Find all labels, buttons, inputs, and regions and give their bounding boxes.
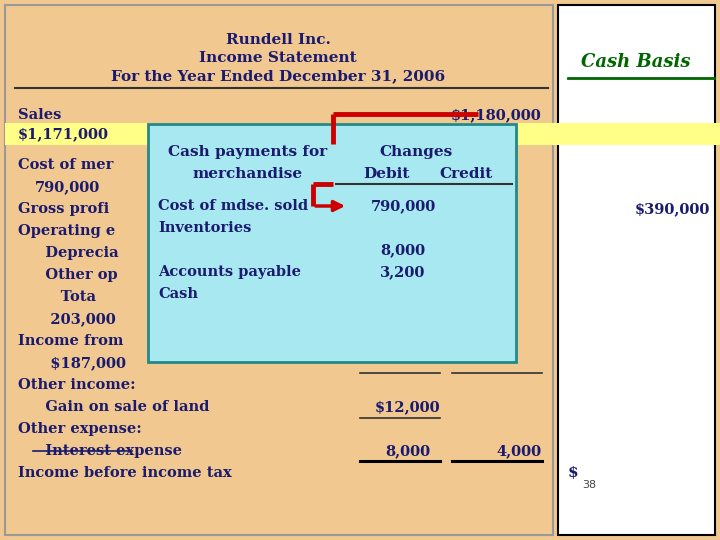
Text: Tota: Tota [30, 290, 96, 304]
Text: Changes: Changes [379, 145, 453, 159]
Text: Cost of mer: Cost of mer [18, 158, 113, 172]
Text: Cash: Cash [158, 287, 198, 301]
Text: Sales: Sales [18, 108, 61, 122]
Text: 203,000: 203,000 [35, 312, 116, 326]
Text: $1,171,000: $1,171,000 [18, 127, 109, 141]
Text: Income Statement: Income Statement [199, 51, 357, 65]
Text: Gross profi: Gross profi [18, 202, 109, 216]
Text: Deprecia: Deprecia [30, 246, 119, 260]
Text: Rundell Inc.: Rundell Inc. [225, 33, 330, 47]
Text: Debit: Debit [363, 167, 409, 181]
Text: 38: 38 [582, 480, 596, 490]
FancyBboxPatch shape [5, 5, 553, 535]
Text: $390,000: $390,000 [634, 202, 710, 216]
Text: 8,000: 8,000 [385, 444, 430, 458]
Text: $12,000: $12,000 [374, 400, 440, 414]
FancyBboxPatch shape [5, 123, 720, 145]
Text: For the Year Ended December 31, 2006: For the Year Ended December 31, 2006 [111, 69, 445, 83]
Text: Gain on sale of land: Gain on sale of land [30, 400, 210, 414]
Text: 8,000: 8,000 [380, 243, 426, 257]
Text: merchandise: merchandise [193, 167, 303, 181]
Text: Other income:: Other income: [18, 378, 135, 392]
Text: 790,000: 790,000 [35, 180, 100, 194]
Text: 4,000: 4,000 [497, 444, 542, 458]
Text: Income from: Income from [18, 334, 123, 348]
FancyBboxPatch shape [148, 124, 516, 362]
Text: Inventories: Inventories [158, 221, 251, 235]
Text: Cash payments for: Cash payments for [168, 145, 328, 159]
Text: Cash Basis: Cash Basis [581, 53, 690, 71]
Text: Income before income tax: Income before income tax [18, 466, 232, 480]
Text: Interest expense: Interest expense [30, 444, 182, 458]
Text: Operating e: Operating e [18, 224, 115, 238]
Text: 3,200: 3,200 [380, 265, 426, 279]
Text: $1,180,000: $1,180,000 [451, 108, 542, 122]
Text: $: $ [568, 466, 579, 480]
Text: Cost of mdse. sold: Cost of mdse. sold [158, 199, 308, 213]
Text: 790,000: 790,000 [370, 199, 436, 213]
FancyBboxPatch shape [558, 5, 715, 535]
Text: Accounts payable: Accounts payable [158, 265, 301, 279]
Text: Credit: Credit [439, 167, 492, 181]
Text: Other expense:: Other expense: [18, 422, 142, 436]
Text: $187,000: $187,000 [35, 356, 126, 370]
Text: Other op: Other op [30, 268, 117, 282]
